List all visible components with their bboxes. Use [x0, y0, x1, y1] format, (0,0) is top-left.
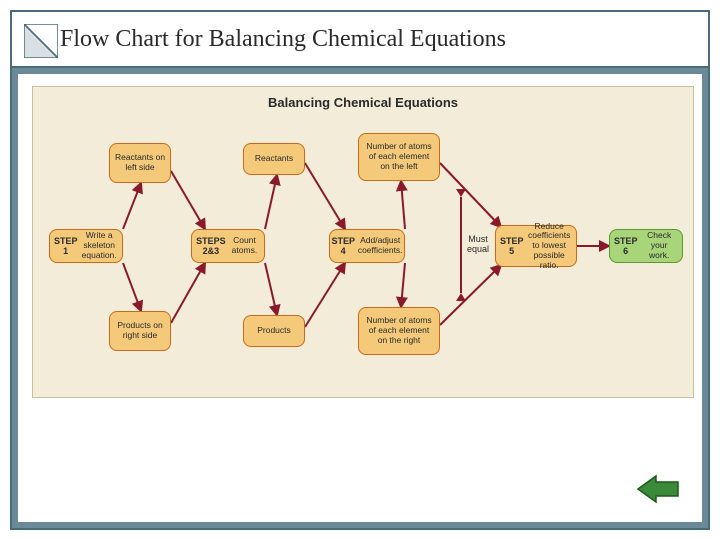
back-arrow-icon[interactable]: [636, 474, 680, 504]
must-equal-label: Mustequal: [467, 235, 489, 255]
node-products: Products: [243, 315, 305, 347]
node-react-left: Reactants on left side: [109, 143, 171, 183]
node-reactants: Reactants: [243, 143, 305, 175]
node-label: Reactants: [255, 154, 293, 164]
node-step4: STEP 4Add/adjust coefficients.: [329, 229, 405, 263]
node-prod-right: Products on right side: [109, 311, 171, 351]
node-label: Number of atoms of each element on the l…: [363, 142, 435, 171]
node-step23: STEPS 2&3Count atoms.: [191, 229, 265, 263]
node-step1: STEP 1Write a skeleton equation.: [49, 229, 123, 263]
node-label: Reduce coefficients to lowest possible r…: [526, 222, 572, 271]
node-label: Check your work.: [640, 231, 678, 260]
content-area: Balancing Chemical Equations Mustequal S…: [18, 74, 702, 522]
node-step: STEP 4: [331, 236, 354, 257]
node-label: Reactants on left side: [114, 153, 166, 173]
node-step: STEP 5: [500, 236, 523, 257]
node-atoms-right: Number of atoms of each element on the r…: [358, 307, 440, 355]
node-label: Products on right side: [114, 321, 166, 341]
node-label: Number of atoms of each element on the r…: [363, 316, 435, 345]
title-bar: Flow Chart for Balancing Chemical Equati…: [12, 12, 708, 68]
node-label: Add/adjust coefficients.: [358, 236, 403, 256]
corner-fold-icon: [24, 24, 58, 58]
node-step: STEP 1: [54, 236, 77, 257]
node-step5: STEP 5Reduce coefficients to lowest poss…: [495, 225, 577, 267]
chart-title: Balancing Chemical Equations: [33, 95, 693, 110]
node-step: STEP 6: [614, 236, 637, 257]
slide-title: Flow Chart for Balancing Chemical Equati…: [60, 26, 506, 53]
node-step: STEPS 2&3: [196, 236, 226, 257]
node-label: Count atoms.: [229, 236, 260, 256]
node-step6: STEP 6Check your work.: [609, 229, 683, 263]
node-label: Write a skeleton equation.: [80, 231, 118, 260]
node-atoms-left: Number of atoms of each element on the l…: [358, 133, 440, 181]
flowchart: Balancing Chemical Equations Mustequal S…: [32, 86, 694, 398]
slide-frame: Flow Chart for Balancing Chemical Equati…: [10, 10, 710, 530]
node-label: Products: [257, 326, 291, 336]
